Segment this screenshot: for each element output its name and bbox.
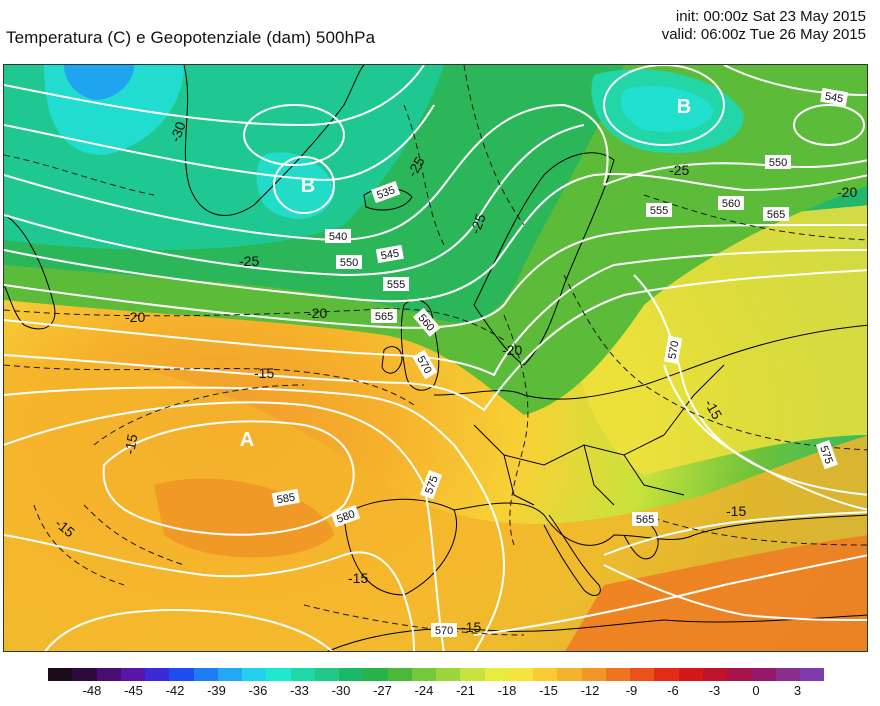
isotherm-label: -15: [461, 619, 481, 635]
color-scale-tick: -6: [667, 683, 679, 698]
geopotential-labels: 535 540 545 550 555 560 565 570 575 580 …: [271, 87, 849, 637]
color-scale-tick: -24: [414, 683, 434, 698]
isohypse-label: 575: [817, 444, 835, 465]
color-swatch: [799, 668, 824, 681]
isohypse-label: 545: [824, 90, 844, 105]
color-swatch: [533, 668, 558, 681]
isotherm-label: -25: [467, 211, 489, 236]
color-swatch: [387, 668, 412, 681]
high-pressure-center: A: [240, 429, 254, 451]
color-scale-ticks: -48 -45 -42 -39 -36 -33 -30 -27 -24 -21 -18 -15 -12-…: [48, 681, 824, 703]
isotherm-label: -30: [167, 119, 189, 144]
color-swatch: [557, 668, 582, 681]
color-swatch: [727, 668, 752, 681]
isotherm-label: -25: [669, 162, 689, 178]
color-scale-tick: -9: [625, 683, 638, 698]
isohypse-label: 580: [335, 508, 356, 526]
color-swatch: [217, 668, 242, 681]
isohypse-label: 555: [387, 279, 405, 291]
isohypse-label: 535: [375, 184, 396, 202]
isohypse-label: 545: [380, 247, 400, 262]
low-pressure-center-1: B: [301, 175, 315, 197]
color-scale-tick: -15: [539, 683, 558, 698]
isohypse-label: 565: [375, 311, 393, 323]
isohypse-label: 570: [666, 340, 681, 360]
isohypse-label: 550: [340, 257, 358, 269]
color-swatch: [436, 668, 461, 681]
isohypse-label: 585: [276, 491, 296, 506]
color-swatch: [654, 668, 679, 681]
map-title: Temperatura (C) e Geopotenziale (dam) 50…: [6, 28, 376, 47]
isotherm-label: -20: [837, 184, 857, 200]
color-swatch: [120, 668, 145, 681]
color-scale-tick: -30: [331, 683, 351, 698]
color-scale-bar: [48, 668, 824, 681]
color-swatch: [193, 668, 218, 681]
isotherm-label: -15: [348, 570, 368, 586]
isohypse-label: 565: [636, 514, 654, 526]
run-info: init: 00:00z Sat 23 May 2015 valid: 06:0…: [662, 8, 866, 44]
color-swatch: [775, 668, 800, 681]
isohypse-label: 560: [722, 198, 740, 210]
isotherm-label: -15: [254, 365, 274, 381]
color-swatch: [460, 668, 485, 681]
low-pressure-center-2: B: [677, 96, 691, 118]
color-swatch: [411, 668, 436, 681]
color-swatch: [96, 668, 121, 681]
color-swatch: [605, 668, 630, 681]
color-scale-tick: -21: [456, 683, 475, 698]
color-swatch: [751, 668, 776, 681]
color-swatch: [484, 668, 509, 681]
isotherm-label: -20: [307, 305, 327, 321]
color-scale-tick: 0: [752, 683, 760, 698]
color-swatch: [242, 668, 267, 681]
color-swatch: [266, 668, 291, 681]
color-scale-tick: -36: [248, 683, 268, 698]
coastlines: [4, 65, 867, 651]
isotherm-label: -15: [121, 433, 140, 456]
color-scale-tick: -27: [373, 683, 392, 698]
isohypse-label: 575: [423, 474, 441, 495]
color-swatch: [314, 668, 339, 681]
color-scale-tick: -42: [165, 683, 185, 698]
color-scale-tick: -3: [708, 683, 721, 698]
color-scale-tick: -12: [580, 683, 600, 698]
isohypse-label: 540: [329, 231, 347, 243]
isohypse-label: 555: [650, 205, 668, 217]
geopotential-contours: [4, 65, 867, 651]
color-swatch: [145, 668, 170, 681]
color-swatch: [630, 668, 655, 681]
color-scale-tick: 3: [793, 683, 802, 698]
temperature-contours: [4, 65, 867, 636]
color-swatch: [290, 668, 315, 681]
isohypse-label: 550: [769, 157, 787, 169]
color-swatch: [581, 668, 606, 681]
color-swatch: [339, 668, 364, 681]
init-time: init: 00:00z Sat 23 May 2015: [675, 8, 866, 25]
isotherm-label: -25: [239, 253, 259, 269]
color-swatch: [508, 668, 533, 681]
isotherm-label: -20: [502, 342, 522, 358]
color-swatch: [678, 668, 703, 681]
isotherm-label: -20: [125, 309, 145, 325]
weather-map: B B A 535 540 545 550 555 560 565 570 57…: [3, 64, 868, 652]
color-swatch: [48, 668, 73, 681]
color-swatch: [169, 668, 194, 681]
color-scale-tick: -39: [207, 683, 226, 698]
isohypse-label: 565: [767, 209, 785, 221]
color-scale-tick: -48: [82, 683, 102, 698]
color-scale-tick: -45: [124, 683, 143, 698]
isohypse-label: 570: [435, 625, 453, 637]
isotherm-label: -15: [726, 503, 746, 519]
color-scale-tick: -18: [497, 683, 517, 698]
valid-time: valid: 06:00z Tue 26 May 2015: [661, 26, 866, 43]
color-scale-tick: -33: [290, 683, 309, 698]
color-swatch: [72, 668, 97, 681]
color-swatch: [702, 668, 727, 681]
color-swatch: [363, 668, 388, 681]
